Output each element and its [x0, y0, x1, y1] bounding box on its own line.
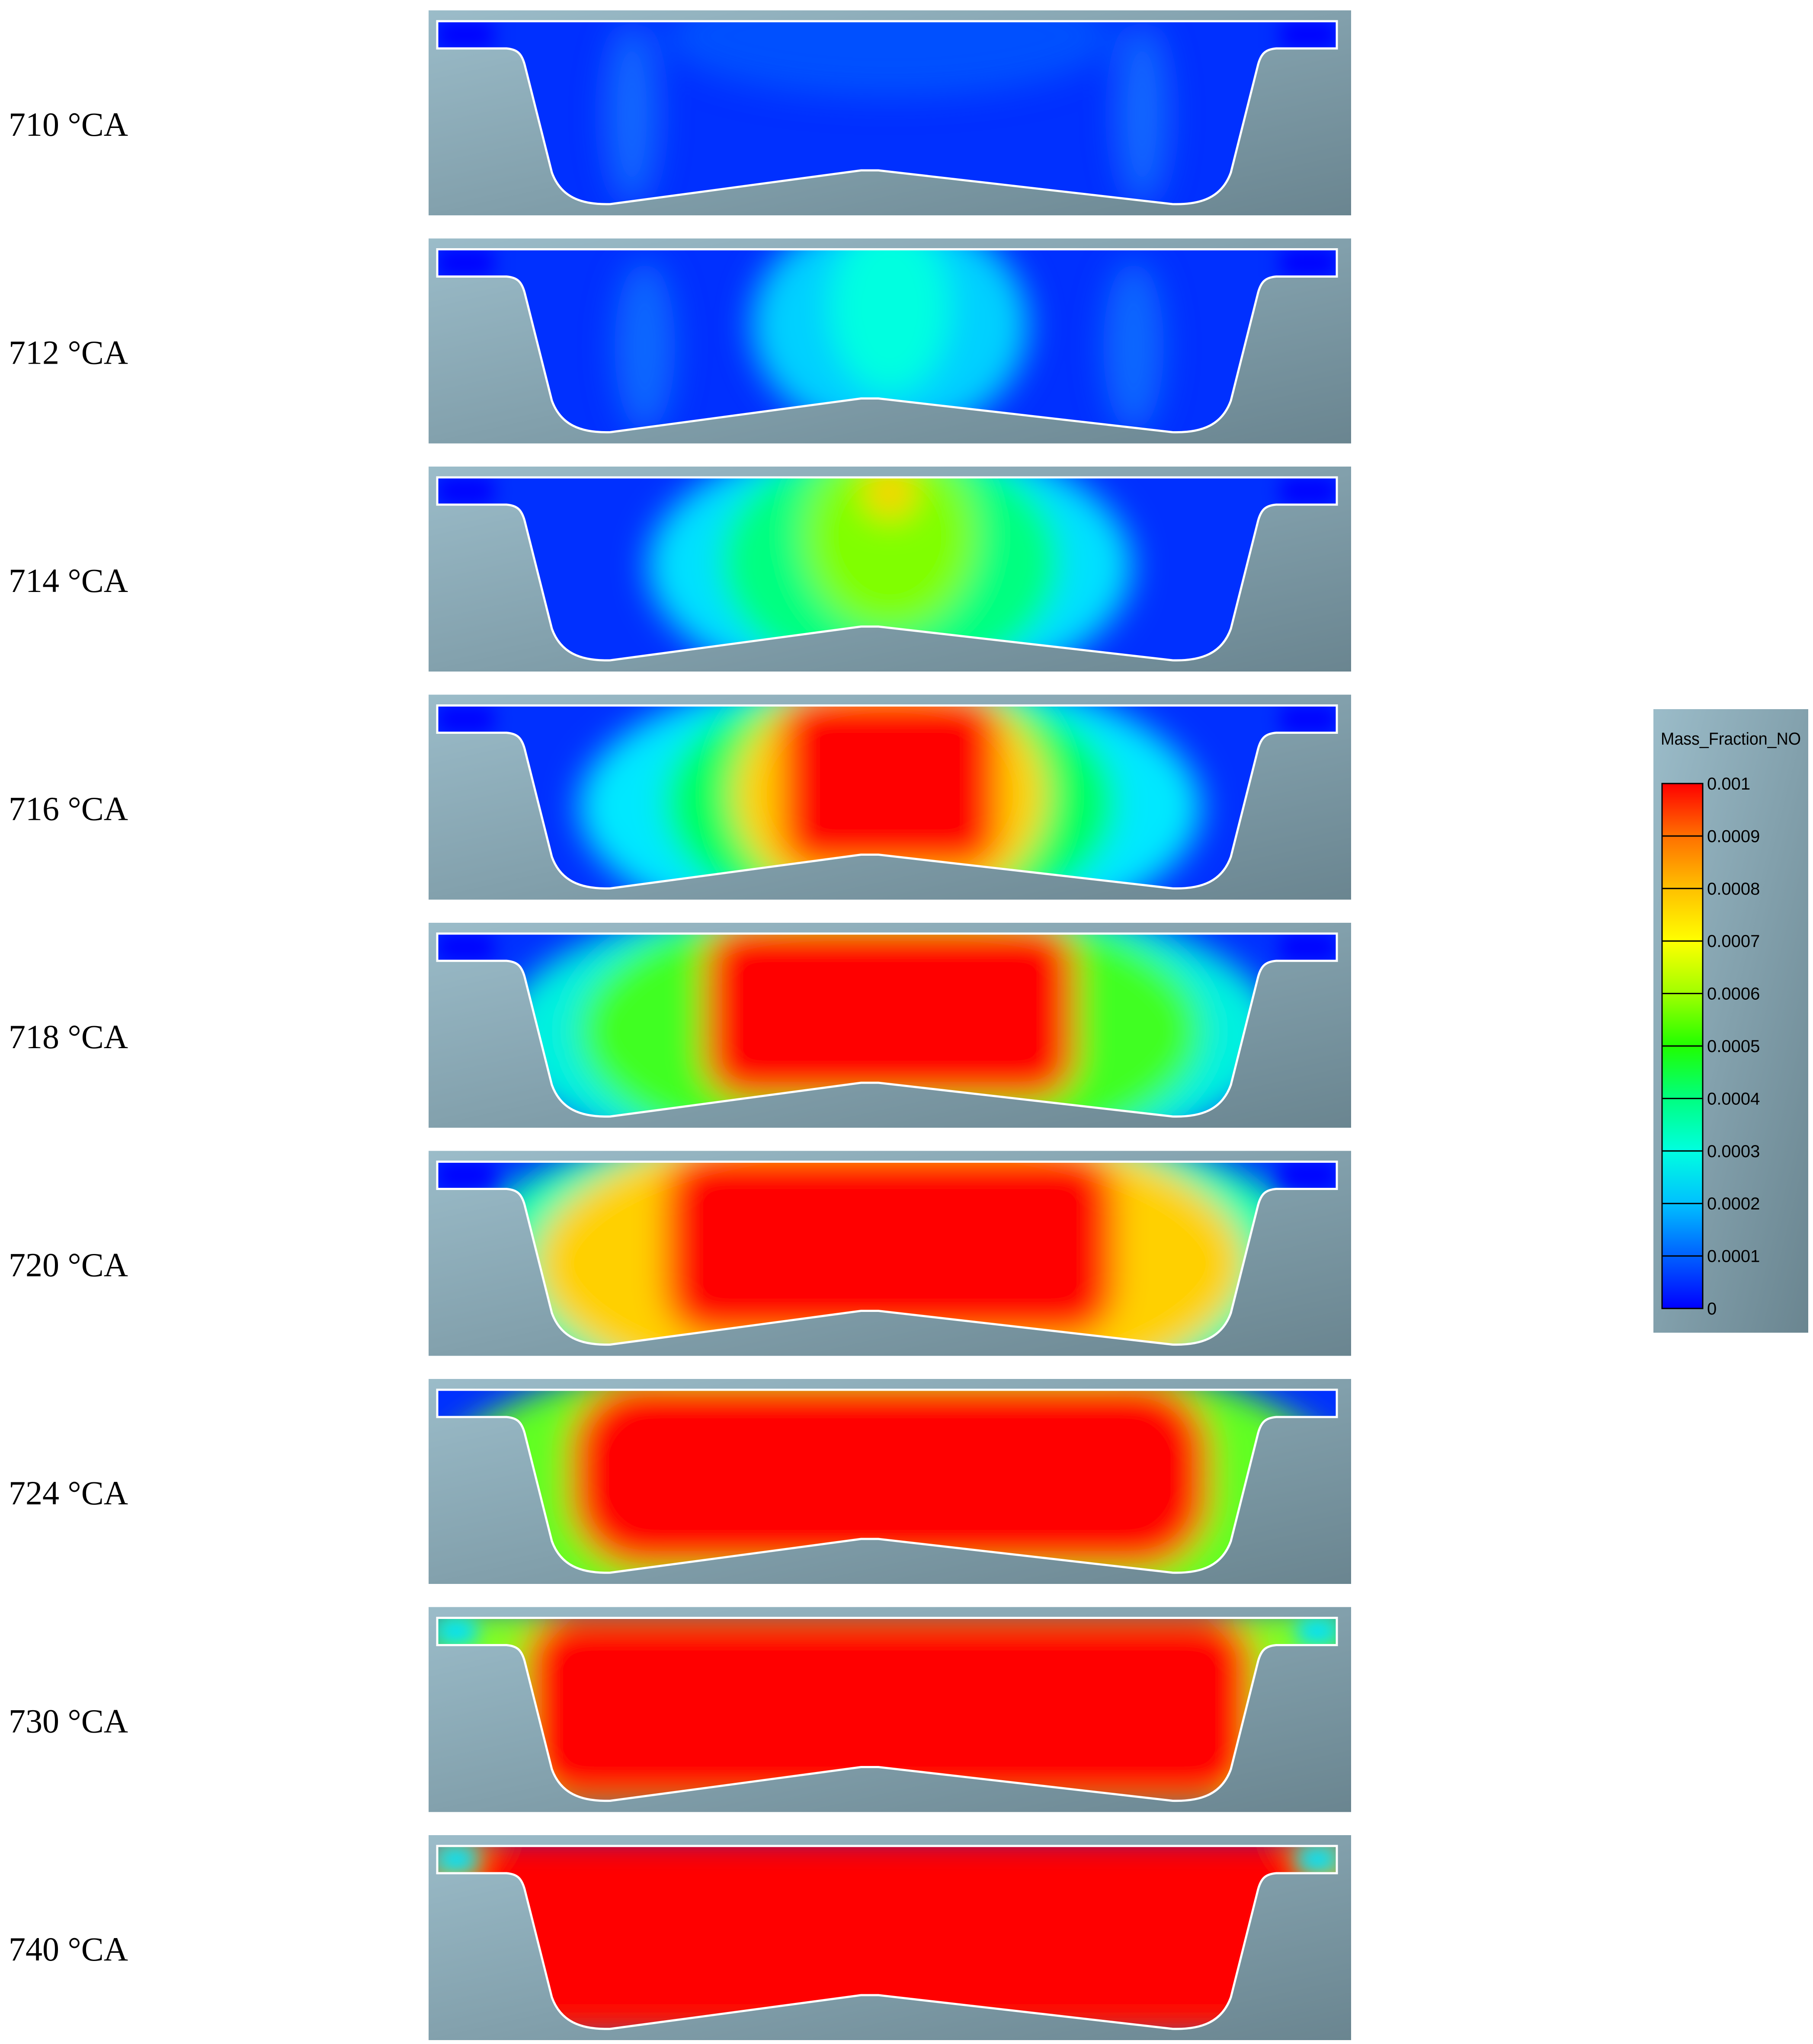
no-mass-fraction-field: [437, 249, 1337, 432]
crank-angle-label: 712 °CA: [9, 334, 128, 371]
contour-panel: [429, 238, 1351, 444]
no-mass-fraction-field: [437, 705, 1337, 889]
crank-angle-label: 718 °CA: [9, 1018, 128, 1056]
colorbar-tick-label: 0: [1707, 1299, 1717, 1318]
colorbar-tick-label: 0.0005: [1707, 1037, 1760, 1056]
colorbar-tick-label: 0.0004: [1707, 1089, 1760, 1108]
no-mass-fraction-field: [437, 934, 1337, 1117]
crank-angle-labels: 710 °CA 712 °CA 714 °CA 716 °CA 718 °CA 720 °…: [9, 106, 128, 1968]
contour-panel: [429, 1835, 1351, 2040]
bowl-outline: [436, 1161, 1338, 1346]
colorbar-tick-label: 0.001: [1707, 774, 1750, 793]
crank-angle-label: 716 °CA: [9, 790, 128, 828]
no-mass-fraction-field: [437, 477, 1337, 661]
contour-panel: [429, 694, 1351, 900]
crank-angle-label: 730 °CA: [9, 1702, 128, 1740]
bowl-outline: [436, 1845, 1338, 2030]
bowl-outline: [436, 1617, 1338, 1802]
colorbar-tick-label: 0.0006: [1707, 985, 1760, 1004]
no-mass-fraction-field: [437, 1846, 1337, 2029]
contour-panel: [429, 467, 1351, 672]
bowl-outline: [436, 704, 1338, 890]
colorbar-tick-label: 0.0008: [1707, 880, 1760, 899]
bowl-outline: [436, 20, 1338, 205]
crank-angle-label: 714 °CA: [9, 562, 128, 599]
bowl-outline: [436, 476, 1338, 662]
bowl-outline: [436, 248, 1338, 434]
contour-panel: [429, 1607, 1351, 1812]
crank-angle-label: 710 °CA: [9, 106, 128, 143]
contour-panel: [429, 10, 1351, 215]
colorbar-tick-label: 0.0009: [1707, 827, 1760, 846]
contour-panel: [429, 923, 1351, 1128]
crank-angle-label: 720 °CA: [9, 1246, 128, 1284]
contour-panel: [429, 1151, 1351, 1356]
colorbar-tick-label: 0.0002: [1707, 1194, 1760, 1213]
contour-panels: [429, 10, 1351, 2040]
colorbar-tick-label: 0.0007: [1707, 932, 1760, 951]
colorbar-title: Mass_Fraction_NO: [1661, 729, 1801, 749]
bowl-outline: [436, 1388, 1338, 1574]
colorbar-legend: Mass_Fraction_NO 0.001 0.0009 0.0008 0.0007…: [1653, 709, 1808, 1333]
contour-panel: [429, 1379, 1351, 1584]
colorbar-ticks: 0.001 0.0009 0.0008 0.0007 0.0006 0.0005 0.000…: [1662, 774, 1760, 1318]
colorbar-tick-label: 0.0003: [1707, 1142, 1760, 1161]
bowl-outline: [436, 932, 1338, 1118]
crank-angle-label: 724 °CA: [9, 1474, 128, 1512]
colorbar-tick-label: 0.0001: [1707, 1247, 1760, 1266]
crank-angle-label: 740 °CA: [9, 1930, 128, 1968]
no-mass-fraction-field: [437, 21, 1337, 205]
